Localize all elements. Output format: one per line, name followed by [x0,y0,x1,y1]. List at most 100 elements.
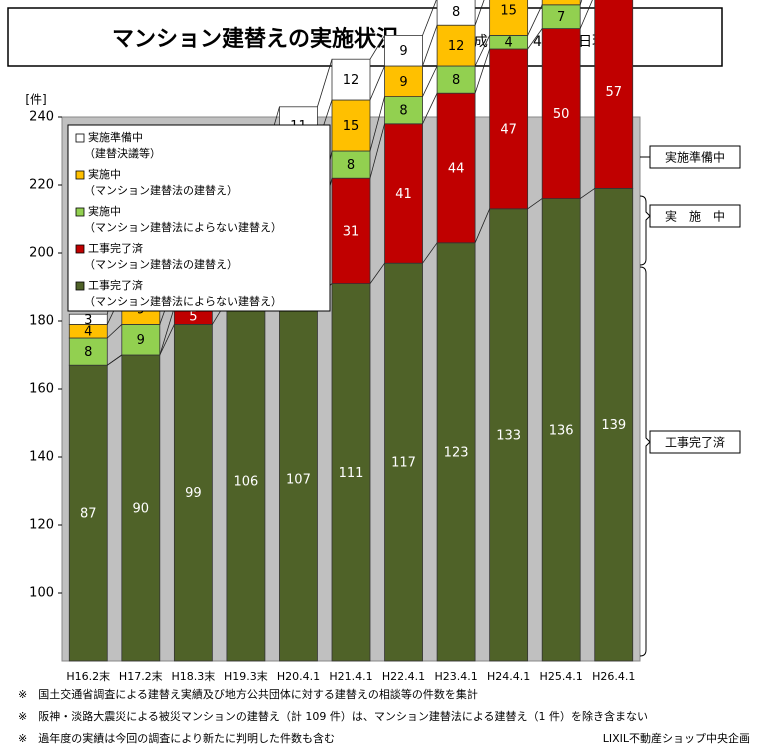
y-tick-label: 200 [29,246,54,261]
x-tick-label: H21.4.1 [329,670,372,683]
y-tick-label: 180 [29,314,54,329]
value-label: 31 [343,224,360,239]
value-label: 8 [452,73,460,88]
connector-line [527,28,543,50]
bar-segment [384,123,423,264]
bar-segment [68,313,108,325]
y-axis-label: [件] [25,93,46,107]
connector-line [527,198,543,210]
bar-segment [541,0,581,6]
connector-line [107,354,123,366]
x-tick-label: H16.2末 [66,669,110,683]
value-label: 4 [84,325,92,340]
connector-line [369,262,385,284]
connector-line [527,4,543,36]
footnote: ※ 阪神・淡路大震災による被災マンションの建替え（計 109 件）は、マンション… [18,709,648,723]
value-label: 7 [557,10,565,25]
bar-segment [436,0,476,26]
value-label: 90 [133,502,150,517]
bar-segment [331,99,371,152]
bar-segment [436,24,476,67]
value-label: 12 [343,73,360,88]
bar-segment [331,177,371,284]
value-label: 8 [452,5,460,20]
value-label: 12 [448,39,465,54]
connector-line [579,0,593,29]
bar-segment [279,296,318,662]
connector-line [369,35,385,60]
connector-line [369,65,385,101]
value-label: 107 [286,473,311,488]
chart-title: マンション建替えの実施状況 [112,26,398,52]
connector-line [422,0,437,36]
value-label: 47 [500,122,517,137]
legend-swatch [75,170,85,180]
connector-line [369,96,385,152]
connector-line [422,25,438,67]
legend-sublabel: （マンション建替法の建替え） [84,183,238,197]
bar-segment [594,187,634,662]
footnote: ※ 国土交通省調査による建替え実績及び地方公共団体に対する建替えの相談等の件数を… [18,687,478,701]
x-tick-label: H26.4.1 [592,670,635,683]
value-label: 3 [84,313,92,328]
value-label: 57 [605,85,622,100]
bracket [639,195,651,266]
value-label: 106 [233,474,258,489]
value-label: 50 [553,107,570,122]
y-tick-label: 160 [29,382,54,397]
legend-sublabel: （マンション建替法によらない建替え） [84,220,282,234]
x-tick-label: H23.4.1 [434,670,477,683]
footnote: ※ 過年度の実績は今回の調査により新たに判明した件数も含む [18,731,335,745]
bar-segment [594,0,634,189]
x-tick-label: H22.4.1 [382,670,425,683]
connector-line [159,324,175,356]
connector-line [474,48,491,94]
bar-segment [331,58,371,101]
value-label: 41 [395,187,412,202]
bar-segment [121,323,161,356]
y-tick-label: 120 [29,518,54,533]
bar-segment [331,283,371,662]
bar-segment [541,198,581,662]
value-label: 111 [339,466,364,481]
legend-swatch [75,133,85,143]
bar-segment [541,28,581,200]
connector-line [474,35,490,67]
connector-line [474,208,491,243]
value-label: 136 [549,423,574,438]
bar-segment [384,96,423,125]
value-label: 9 [399,75,407,90]
bar-segment [68,364,108,662]
legend-box [67,124,331,312]
bar-segment [384,35,423,67]
bar-segment [384,262,423,662]
legend-label: 工事完了済 [88,241,143,255]
connector-line [422,65,438,97]
connector-line [579,188,595,199]
value-label: 15 [500,3,517,18]
x-tick-label: H24.4.1 [487,670,530,683]
value-label: 87 [80,507,97,522]
x-tick-label: H20.4.1 [277,670,320,683]
value-label: 8 [347,158,355,173]
y-tick-label: 240 [29,110,54,125]
bar-segment [173,323,213,662]
bar-segment [489,0,529,36]
connector-line [579,0,583,5]
connector-line [369,123,385,179]
bar-segment [489,208,529,662]
legend-sublabel: （マンション建替法の建替え） [84,257,238,271]
legend-swatch [75,244,85,254]
bracket [639,266,651,657]
bar-segment [436,65,476,94]
bar-segment [489,48,529,210]
connector-line [422,242,438,264]
bar-segment [384,65,423,98]
y-tick-label: 220 [29,178,54,193]
legend-swatch [75,207,85,217]
value-label: 117 [391,456,416,471]
connector-line [474,0,485,26]
annotation: 実施準備中 [665,150,725,165]
value-label: 44 [448,162,465,177]
